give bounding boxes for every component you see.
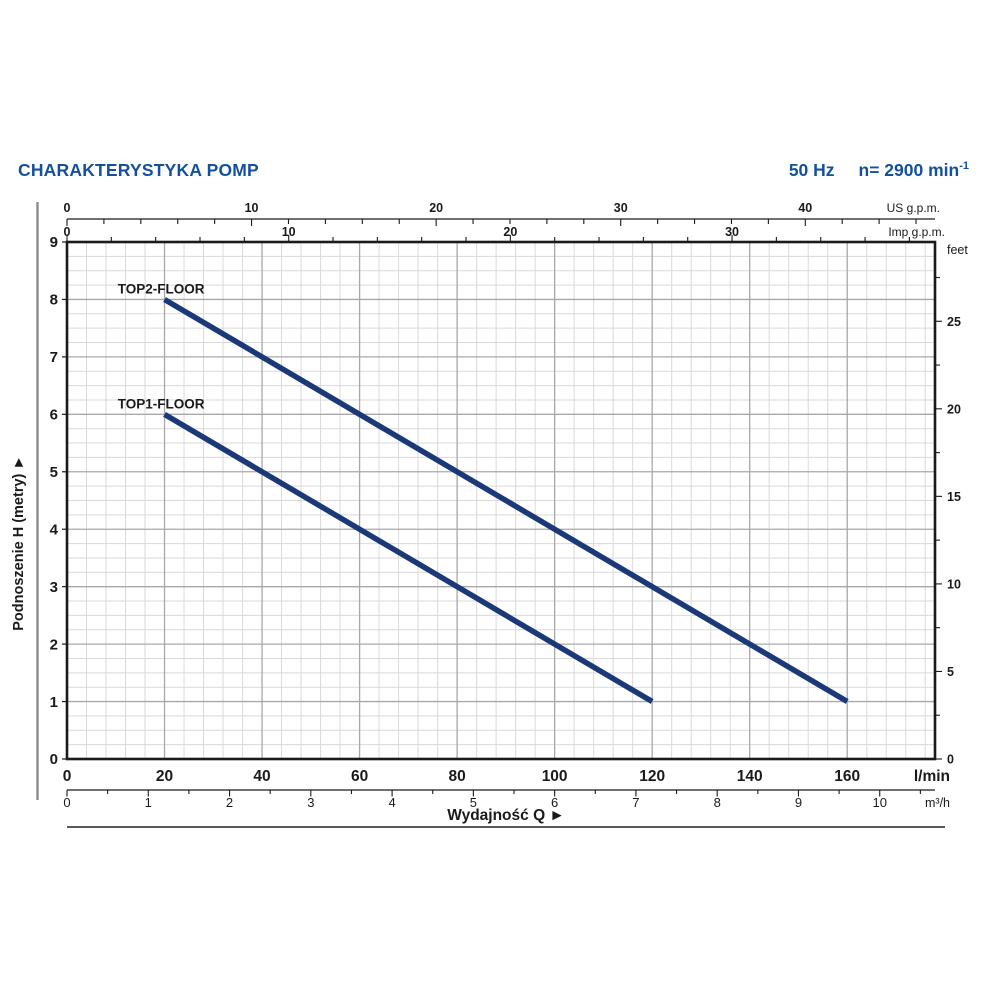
m3h-tick-label: 0	[63, 795, 70, 810]
m3h-tick-label: 3	[307, 795, 314, 810]
speed-exponent: -1	[959, 160, 969, 173]
curve-label-top1-floor: TOP1-FLOOR	[118, 397, 205, 412]
us-gpm-tick-label: 10	[245, 201, 259, 215]
feet-tick-label: 10	[947, 578, 961, 592]
m3h-tick-label: 9	[795, 795, 802, 810]
metry-tick-label: 3	[50, 579, 58, 596]
pump-curve-top2-floor	[163, 297, 849, 704]
metry-tick-label: 2	[50, 636, 58, 653]
axis-us-gpm: 0 10 20 30 40 US g.p.m.	[64, 201, 940, 226]
lmin-tick-label: 20	[156, 768, 173, 785]
y-axis-title: Podnoszenie H (metry) ►	[11, 455, 27, 631]
pump-curve-top1-floor	[163, 411, 654, 704]
imp-gpm-tick-label: 10	[282, 225, 296, 239]
axis-feet: 0 5 10 15 20 25 feet	[936, 243, 968, 767]
curve-label-top2-floor: TOP2-FLOOR	[118, 282, 205, 297]
lmin-tick-label: 0	[63, 768, 72, 785]
lmin-tick-label: 120	[639, 768, 665, 785]
metry-tick-label: 0	[50, 751, 58, 768]
imp-gpm-tick-label: 20	[503, 225, 517, 239]
imp-gpm-tick-label: 0	[64, 225, 71, 239]
m3h-tick-label: 5	[470, 795, 477, 810]
m3h-tick-label: 7	[632, 795, 639, 810]
m3h-tick-label: 6	[551, 795, 558, 810]
m3h-tick-label: 8	[714, 795, 721, 810]
metry-tick-label: 8	[50, 292, 58, 309]
pump-curves	[163, 297, 849, 704]
metry-tick-label: 7	[50, 349, 58, 366]
lmin-tick-label: 60	[351, 768, 368, 785]
feet-tick-label: 5	[947, 665, 954, 679]
axis-m3h: 0 1 2 3 4 5 6 7 8 9 10 m³/h	[63, 789, 950, 810]
m3h-tick-label: 2	[226, 795, 233, 810]
feet-tick-label: 15	[947, 490, 961, 504]
grid-minor	[67, 242, 935, 759]
frequency-label: 50 Hz	[788, 160, 835, 180]
metry-tick-label: 5	[50, 464, 58, 481]
axis-metry: 0 1 2 3 4 5 6 7 8 9 Podnoszenie H (metry) ►	[11, 234, 66, 768]
speed-label: n= 2900 min-1	[858, 160, 969, 180]
x-axis-title: Wydajność Q ►	[67, 807, 945, 828]
lmin-tick-label: 140	[737, 768, 763, 785]
grid-major	[67, 242, 935, 759]
x-axis-title-text: Wydajność Q ►	[447, 807, 565, 824]
lmin-unit-label: l/min	[914, 768, 950, 785]
feet-tick-label: 20	[947, 402, 961, 416]
m3h-tick-label: 4	[388, 795, 395, 810]
us-gpm-tick-label: 20	[429, 201, 443, 215]
us-gpm-tick-label: 30	[614, 201, 628, 215]
metry-tick-label: 9	[50, 234, 58, 251]
page-title: CHARAKTERYSTYKA POMP	[18, 160, 259, 180]
plot-border	[65, 240, 937, 761]
metry-tick-label: 1	[50, 694, 58, 711]
us-gpm-tick-label: 0	[64, 201, 71, 215]
us-gpm-tick-label: 40	[798, 201, 812, 215]
motor-spec-header: 50 Hz n= 2900 min-1	[789, 160, 969, 181]
feet-tick-label: 0	[947, 753, 954, 767]
imp-gpm-tick-label: 30	[725, 225, 739, 239]
axis-imp-gpm: 0 10 20 30 Imp g.p.m.	[64, 225, 945, 242]
feet-tick-label: 25	[947, 315, 961, 329]
us-gpm-unit-label: US g.p.m.	[887, 201, 940, 215]
curve-labels: TOP2-FLOOR TOP1-FLOOR	[118, 282, 205, 412]
feet-unit-label: feet	[947, 243, 968, 257]
plot-border-rect	[65, 240, 937, 761]
lmin-tick-label: 40	[253, 768, 270, 785]
lmin-tick-label: 160	[834, 768, 860, 785]
axis-lmin: 0 20 40 60 80 100 120 140 160 l/min	[63, 768, 950, 785]
metry-tick-label: 6	[50, 407, 58, 424]
imp-gpm-unit-label: Imp g.p.m.	[888, 225, 945, 239]
m3h-tick-label: 10	[873, 795, 887, 810]
lmin-tick-label: 100	[542, 768, 568, 785]
lmin-tick-label: 80	[448, 768, 465, 785]
m3h-tick-label: 1	[145, 795, 152, 810]
metry-tick-label: 4	[50, 521, 59, 538]
m3h-unit-label: m³/h	[925, 796, 950, 810]
